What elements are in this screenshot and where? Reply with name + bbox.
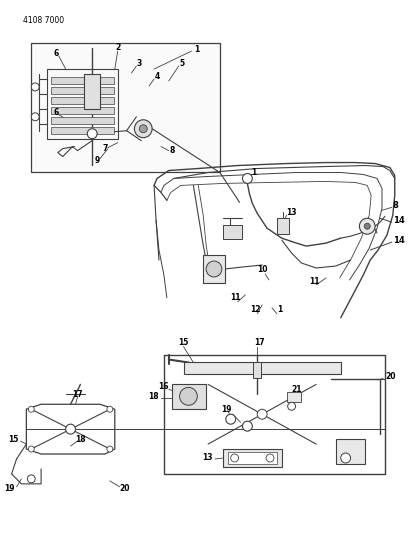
Circle shape	[134, 120, 152, 138]
Text: 20: 20	[385, 372, 395, 381]
Circle shape	[66, 424, 75, 434]
Text: 14: 14	[393, 216, 405, 225]
Bar	[84, 74, 100, 109]
Bar	[51, 117, 114, 124]
Circle shape	[107, 406, 113, 412]
Bar	[203, 255, 225, 283]
Circle shape	[359, 218, 375, 234]
Text: 19: 19	[4, 484, 15, 494]
Circle shape	[364, 223, 370, 229]
Text: 7: 7	[102, 144, 108, 153]
Circle shape	[266, 454, 274, 462]
Circle shape	[140, 125, 147, 133]
Bar	[277, 218, 288, 234]
Bar	[51, 127, 114, 134]
Text: 12: 12	[250, 305, 261, 314]
Text: 9: 9	[95, 156, 100, 165]
Text: 1: 1	[277, 305, 282, 314]
Text: 17: 17	[72, 390, 83, 399]
Circle shape	[288, 402, 295, 410]
Bar	[51, 107, 114, 114]
Circle shape	[31, 83, 39, 91]
Text: 18: 18	[75, 434, 86, 443]
Text: 1: 1	[194, 45, 199, 54]
Bar	[51, 97, 114, 104]
Circle shape	[242, 421, 252, 431]
Circle shape	[206, 261, 222, 277]
Bar	[47, 69, 118, 139]
Text: 11: 11	[309, 277, 319, 286]
Circle shape	[257, 409, 267, 419]
Text: 11: 11	[231, 293, 241, 302]
Circle shape	[28, 446, 34, 452]
Text: 5: 5	[179, 59, 184, 68]
Bar	[223, 449, 282, 467]
Circle shape	[231, 454, 239, 462]
Circle shape	[27, 475, 35, 483]
Bar	[51, 87, 114, 94]
Circle shape	[31, 113, 39, 121]
Bar	[253, 362, 261, 378]
Text: 17: 17	[254, 338, 264, 347]
Circle shape	[242, 173, 252, 183]
Circle shape	[226, 414, 235, 424]
Circle shape	[28, 406, 34, 412]
Text: 18: 18	[149, 392, 159, 401]
Text: 21: 21	[291, 385, 302, 394]
Text: 14: 14	[393, 236, 405, 245]
Text: 16: 16	[158, 382, 169, 391]
Circle shape	[180, 387, 197, 405]
Text: 13: 13	[202, 454, 213, 463]
Text: 2: 2	[115, 43, 120, 52]
Bar	[31, 43, 220, 173]
Text: 6: 6	[53, 49, 58, 58]
Circle shape	[107, 446, 113, 452]
Bar	[184, 362, 341, 375]
Text: 3: 3	[137, 59, 142, 68]
Bar	[172, 384, 206, 409]
Circle shape	[341, 453, 350, 463]
Bar	[287, 392, 302, 402]
Text: 15: 15	[178, 338, 189, 347]
Circle shape	[87, 129, 97, 139]
Text: 4: 4	[154, 72, 160, 82]
Text: 20: 20	[120, 484, 130, 494]
Text: 8: 8	[169, 146, 175, 155]
Bar	[228, 452, 277, 464]
Text: 4108 7000: 4108 7000	[23, 17, 64, 25]
Bar	[336, 439, 365, 464]
Text: 1: 1	[251, 168, 256, 177]
Text: 6: 6	[53, 108, 58, 117]
Bar	[51, 77, 114, 84]
Bar	[223, 225, 242, 239]
Text: 8: 8	[393, 201, 399, 210]
Text: 15: 15	[8, 434, 18, 443]
Text: 10: 10	[257, 265, 267, 274]
Text: 19: 19	[222, 405, 232, 414]
Text: 13: 13	[286, 208, 297, 217]
